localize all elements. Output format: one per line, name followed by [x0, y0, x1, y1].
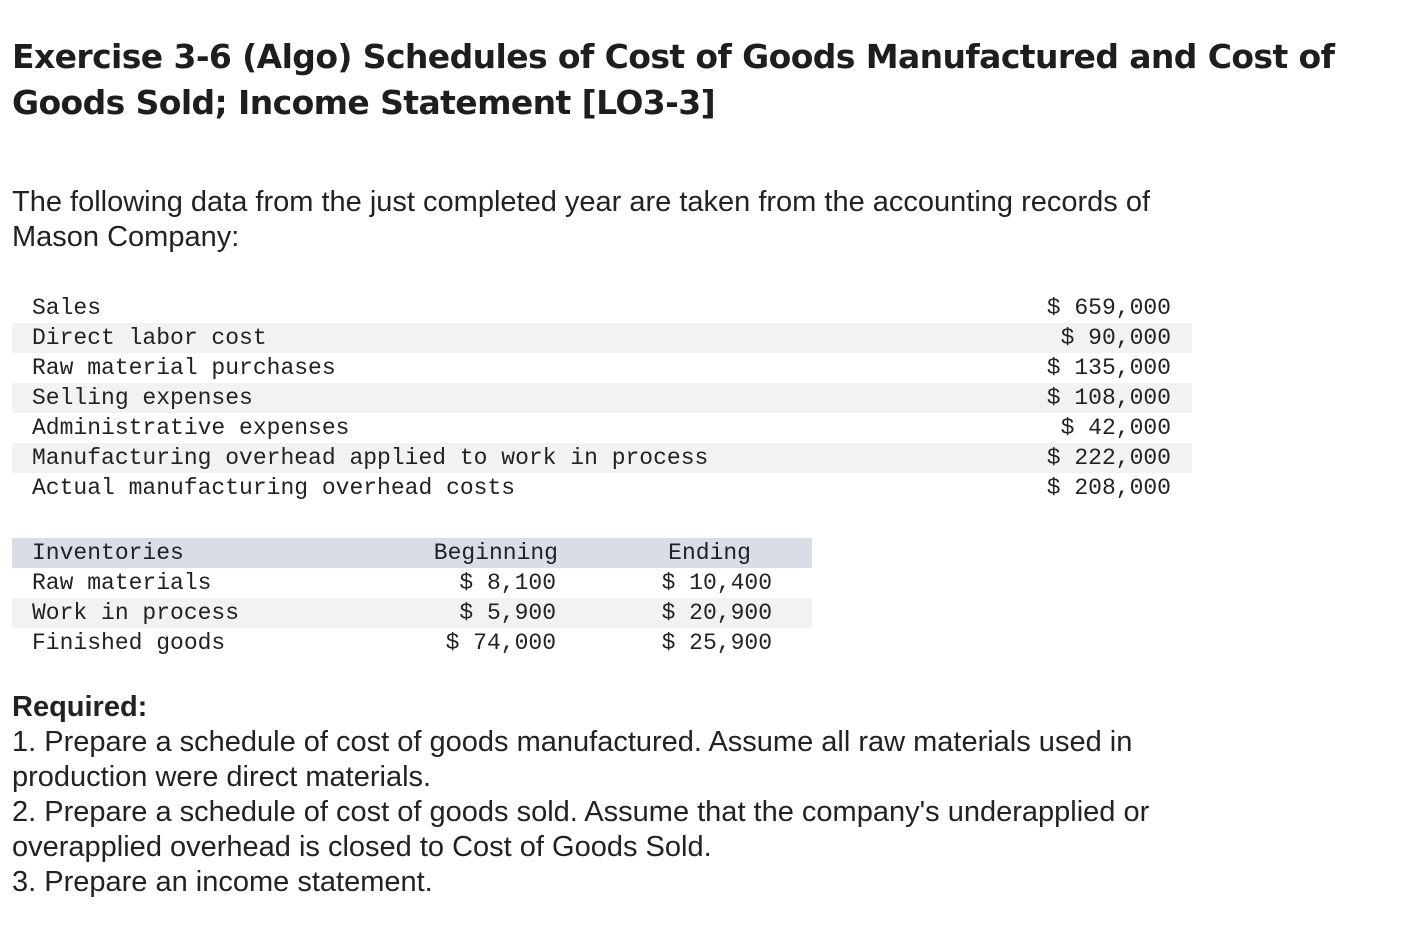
table-row: Actual manufacturing overhead costs $ 20…: [12, 473, 1192, 503]
exercise-title-line-2: Goods Sold; Income Statement [LO3-3]: [12, 83, 716, 122]
company-data-table: Sales $ 659,000 Direct labor cost $ 90,0…: [12, 293, 1192, 503]
row-label: Actual manufacturing overhead costs: [32, 475, 516, 501]
ending-value: $ 10,400: [661, 570, 772, 596]
requirement-line: 2. Prepare a schedule of cost of goods s…: [12, 796, 1150, 828]
row-label: Sales: [32, 295, 102, 321]
row-value: $ 90,000: [1060, 325, 1171, 351]
required-heading: Required:: [12, 691, 148, 723]
row-value: $ 208,000: [1046, 475, 1171, 501]
table-row: Sales $ 659,000: [12, 293, 1192, 323]
row-label: Manufacturing overhead applied to work i…: [32, 445, 709, 471]
column-header-inventories: Inventories: [32, 540, 184, 566]
table-row: Raw material purchases $ 135,000: [12, 353, 1192, 383]
inventories-table: Inventories Beginning Ending Raw materia…: [12, 538, 812, 658]
row-label: Selling expenses: [32, 385, 253, 411]
requirement-line: 1. Prepare a schedule of cost of goods m…: [12, 726, 1133, 758]
row-value: $ 222,000: [1046, 445, 1171, 471]
intro-text: The following data from the just complet…: [12, 185, 1392, 255]
intro-line-1: The following data from the just complet…: [12, 186, 1151, 218]
beginning-value: $ 5,900: [459, 600, 556, 626]
requirement-line: overapplied overhead is closed to Cost o…: [12, 831, 712, 863]
column-header-beginning: Beginning: [433, 540, 558, 566]
required-section: Required: 1. Prepare a schedule of cost …: [12, 690, 1402, 900]
table-row: Manufacturing overhead applied to work i…: [12, 443, 1192, 473]
row-value: $ 108,000: [1046, 385, 1171, 411]
row-value: $ 135,000: [1046, 355, 1171, 381]
table-row: Direct labor cost $ 90,000: [12, 323, 1192, 353]
exercise-title: Exercise 3-6 (Algo) Schedules of Cost of…: [12, 34, 1392, 126]
inventory-name: Raw materials: [32, 570, 212, 596]
intro-line-2: Mason Company:: [12, 221, 240, 253]
beginning-value: $ 74,000: [445, 630, 556, 656]
row-value: $ 42,000: [1060, 415, 1171, 441]
row-label: Administrative expenses: [32, 415, 350, 441]
table-row: Work in process $ 5,900 $ 20,900: [12, 598, 812, 628]
row-label: Direct labor cost: [32, 325, 267, 351]
column-header-ending: Ending: [668, 540, 751, 566]
inventory-name: Work in process: [32, 600, 240, 626]
table-row: Finished goods $ 74,000 $ 25,900: [12, 628, 812, 658]
ending-value: $ 25,900: [661, 630, 772, 656]
requirement-line: production were direct materials.: [12, 761, 432, 793]
table-header-row: Inventories Beginning Ending: [12, 538, 812, 568]
row-label: Raw material purchases: [32, 355, 336, 381]
row-value: $ 659,000: [1046, 295, 1171, 321]
table-row: Selling expenses $ 108,000: [12, 383, 1192, 413]
inventory-name: Finished goods: [32, 630, 226, 656]
exercise-title-line-1: Exercise 3-6 (Algo) Schedules of Cost of…: [12, 37, 1335, 76]
ending-value: $ 20,900: [661, 600, 772, 626]
beginning-value: $ 8,100: [459, 570, 556, 596]
requirement-line: 3. Prepare an income statement.: [12, 866, 433, 898]
table-row: Raw materials $ 8,100 $ 10,400: [12, 568, 812, 598]
table-row: Administrative expenses $ 42,000: [12, 413, 1192, 443]
